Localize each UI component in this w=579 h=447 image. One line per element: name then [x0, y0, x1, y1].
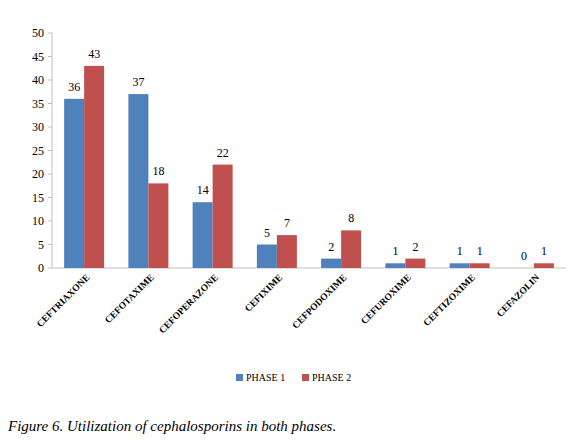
y-tick-label: 0: [38, 261, 44, 275]
y-tick: [48, 268, 52, 269]
y-tick: [48, 174, 52, 175]
bar: [385, 263, 405, 268]
bar: [84, 66, 104, 268]
data-label: 2: [328, 240, 334, 254]
x-tick-label: CEFTIZOXIME: [421, 272, 477, 328]
bar: [277, 235, 297, 268]
y-tick-label: 40: [32, 73, 44, 87]
legend-label: PHASE 1: [246, 372, 285, 383]
y-tick: [48, 197, 52, 198]
data-label: 43: [88, 47, 100, 61]
y-tick: [48, 80, 52, 81]
data-label: 14: [197, 183, 209, 197]
x-tick-label: CEFTRIAXONE: [35, 272, 92, 329]
y-tick-label: 5: [38, 238, 44, 252]
y-tick: [48, 150, 52, 151]
caption: Figure 6. Utilization of cephalosporins …: [7, 418, 336, 434]
y-tick-label: 35: [32, 97, 44, 111]
x-tick-label: CEFUROXIME: [359, 272, 413, 326]
x-tick-label: CEFOPERAZONE: [157, 272, 220, 335]
data-label: 8: [348, 211, 354, 225]
y-tick-label: 45: [32, 50, 44, 64]
y-tick-label: 10: [32, 214, 44, 228]
y-tick: [48, 33, 52, 34]
y-tick: [48, 103, 52, 104]
data-label: 1: [477, 244, 483, 258]
bar: [148, 183, 168, 268]
bars: [64, 66, 554, 268]
data-label: 1: [541, 244, 547, 258]
bar: [470, 263, 490, 268]
chart: 051015202530354045503643CEFTRIAXONE3718C…: [0, 0, 579, 447]
x-tick-label: CEFOTAXIME: [103, 272, 156, 325]
data-label: 2: [412, 240, 418, 254]
bar: [514, 268, 534, 269]
bar: [450, 263, 470, 268]
legend-swatch: [236, 374, 243, 381]
data-label: 1: [457, 244, 463, 258]
data-label: 36: [68, 80, 80, 94]
y-tick: [48, 221, 52, 222]
legend-swatch: [302, 374, 309, 381]
bar: [405, 259, 425, 268]
data-label: 37: [132, 75, 144, 89]
bar: [321, 259, 341, 268]
x-tick-label: CEFPODOXIME: [290, 272, 348, 330]
bar: [193, 202, 213, 268]
bar: [341, 230, 361, 268]
y-axis: [52, 33, 53, 268]
data-label: 22: [217, 146, 229, 160]
y-tick-label: 25: [32, 144, 44, 158]
y-tick: [48, 244, 52, 245]
bar: [534, 263, 554, 268]
bar: [128, 94, 148, 268]
data-label: 5: [264, 226, 270, 240]
data-label: 1: [392, 244, 398, 258]
x-tick-label: CEFIXIME: [243, 272, 284, 313]
data-label: 0: [521, 249, 527, 263]
bar: [257, 245, 277, 269]
bar: [213, 165, 233, 268]
y-tick-label: 30: [32, 120, 44, 134]
legend-label: PHASE 2: [312, 372, 351, 383]
x-tick-label: CEFAZOLIN: [495, 272, 542, 319]
y-tick-label: 15: [32, 191, 44, 205]
data-label: 7: [284, 216, 290, 230]
y-tick: [48, 56, 52, 57]
y-tick: [48, 127, 52, 128]
y-tick-label: 50: [32, 26, 44, 40]
y-tick-label: 20: [32, 167, 44, 181]
data-label: 18: [152, 164, 164, 178]
bar: [64, 99, 84, 268]
